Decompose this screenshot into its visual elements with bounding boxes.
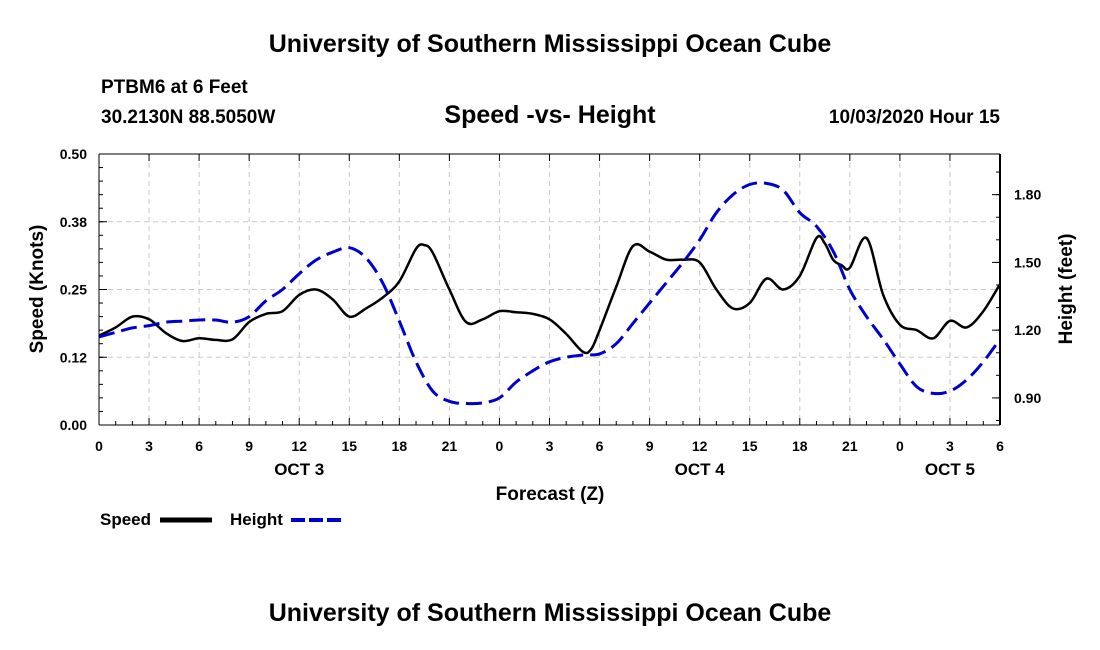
x-tick-label: 21: [842, 438, 858, 454]
y-tick-label: 0.25: [60, 282, 87, 298]
legend-height-label: Height: [230, 510, 283, 529]
chart-axes: [98, 153, 1001, 426]
x-tick-label: 0: [95, 438, 103, 454]
x-tick-label: 9: [245, 438, 253, 454]
x-tick-label: 21: [442, 438, 458, 454]
x-tick-label: 15: [742, 438, 758, 454]
legend-speed-label: Speed: [100, 510, 151, 529]
y2-tick-label: 1.80: [1014, 187, 1041, 203]
forecast-datetime: 10/03/2020 Hour 15: [828, 107, 1000, 128]
y-tick-label: 0.12: [60, 349, 87, 365]
series-line-speed: [98, 234, 1002, 355]
x-tick-label: 15: [341, 438, 357, 454]
x-tick-label: 6: [996, 438, 1004, 454]
y-tick-label: 0.00: [60, 417, 87, 433]
chart-title: Speed -vs- Height: [444, 101, 656, 129]
x-tick-label: 18: [392, 438, 408, 454]
grid-lines: [99, 154, 1000, 425]
station-label: PTBM6 at 6 Feet: [101, 77, 248, 98]
x-tick-label: 18: [792, 438, 808, 454]
tick-labels: 0 3 6 9 12 15 18 21 0 3 6 9 12 15 18 21 0 3 6 OCT 3 OCT 4 OCT…: [60, 146, 1042, 479]
x-tick-label: 3: [546, 438, 554, 454]
y-tick-label: 0.38: [60, 214, 87, 230]
y-tick-label: 0.50: [60, 146, 87, 162]
y2-tick-label: 1.20: [1014, 322, 1041, 338]
x-tick-label: 0: [496, 438, 504, 454]
x-tick-label: 12: [692, 438, 708, 454]
day-label: OCT 4: [675, 460, 726, 479]
x-tick-label: 3: [946, 438, 954, 454]
day-label: OCT 5: [925, 460, 975, 479]
y2-tick-label: 0.90: [1014, 390, 1041, 406]
x-tick-label: 6: [596, 438, 604, 454]
x-tick-label: 3: [145, 438, 153, 454]
series-lines: [98, 181, 1002, 406]
footer-title: University of Southern Mississippi Ocean…: [268, 599, 832, 627]
series-line-height: [98, 181, 1002, 406]
x-tick-label: 9: [646, 438, 654, 454]
day-label: OCT 3: [274, 460, 324, 479]
legend: Speed Height: [100, 510, 343, 529]
y2-axis-title: Height (feet): [1056, 234, 1077, 345]
x-axis-title: Forecast (Z): [496, 484, 605, 505]
x-tick-label: 6: [195, 438, 203, 454]
x-tick-label: 12: [291, 438, 307, 454]
page-title: University of Southern Mississippi Ocean…: [268, 30, 832, 58]
y2-tick-label: 1.50: [1014, 254, 1041, 270]
station-coordinates: 30.2130N 88.5050W: [101, 107, 276, 128]
y-axis-title: Speed (Knots): [27, 225, 48, 354]
x-tick-label: 0: [896, 438, 904, 454]
